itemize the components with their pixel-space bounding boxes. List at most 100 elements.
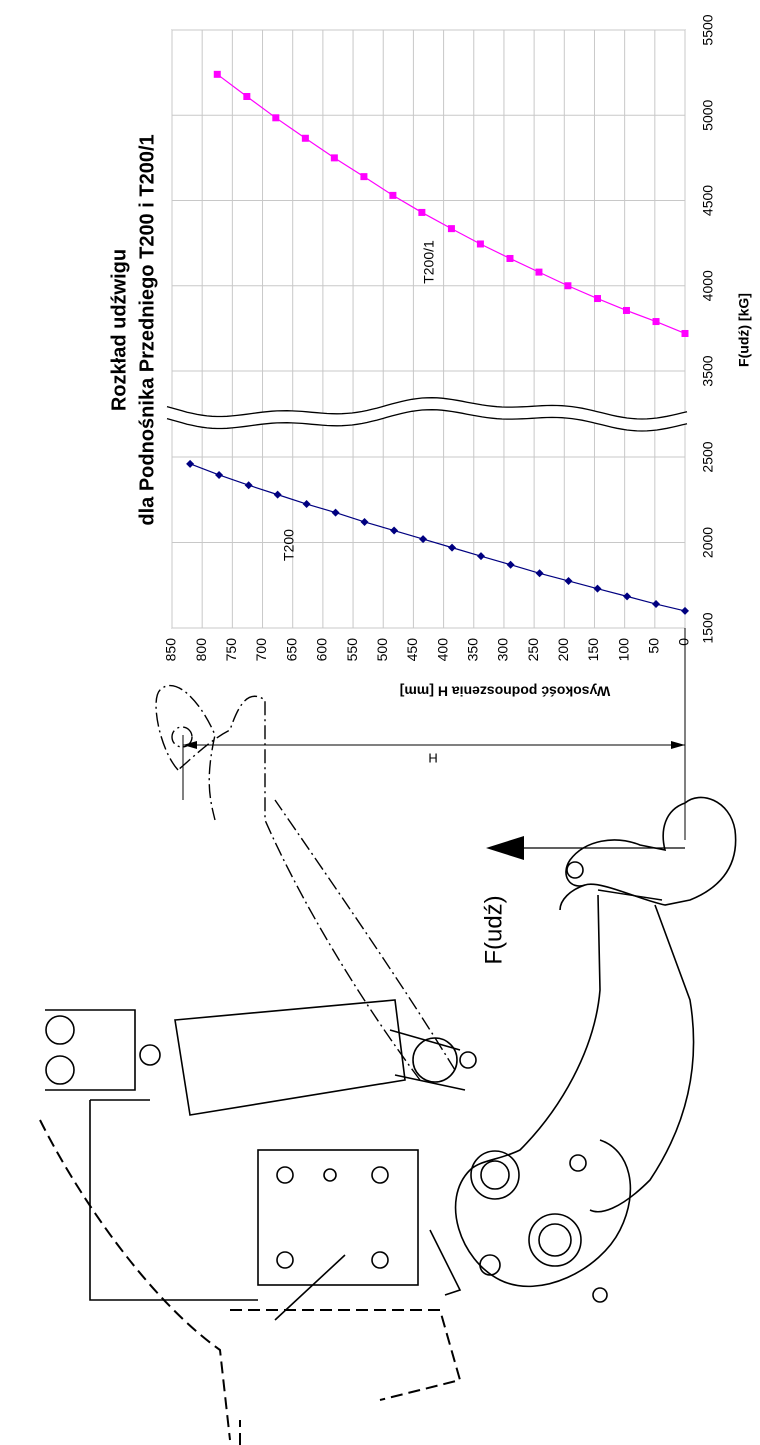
force-label: F(udź) bbox=[480, 895, 507, 964]
x-tick-label: 650 bbox=[283, 638, 299, 662]
spring bbox=[429, 1229, 462, 1296]
x-tick-label: 250 bbox=[525, 638, 541, 662]
axis-break bbox=[166, 409, 688, 432]
x-tick-label: 150 bbox=[585, 638, 601, 662]
marker bbox=[506, 254, 514, 262]
x-axis-title: Wysokość podnoszenia H [mm] bbox=[400, 683, 611, 699]
hole bbox=[371, 1166, 389, 1184]
x-tick-label: 500 bbox=[374, 638, 390, 662]
marker bbox=[390, 526, 399, 535]
marker bbox=[419, 535, 428, 544]
y-axis-title: F(udź) [kG] bbox=[736, 293, 752, 367]
marker bbox=[243, 92, 251, 100]
chart-subtitle: dla Podnośnika Przedniego T200 i T200/1 bbox=[136, 134, 158, 525]
marker bbox=[360, 173, 368, 181]
phantom-hole bbox=[171, 726, 193, 748]
plate bbox=[257, 1149, 419, 1286]
marker bbox=[564, 576, 573, 585]
marker bbox=[448, 543, 457, 552]
mechanical-drawing: H F(udź) bbox=[39, 628, 737, 1445]
x-tick-label: 550 bbox=[344, 638, 360, 662]
x-tick-label: 300 bbox=[495, 638, 511, 662]
hook-inner bbox=[565, 802, 686, 887]
pin bbox=[139, 1044, 161, 1066]
marker bbox=[506, 560, 515, 569]
marker bbox=[418, 208, 426, 216]
cylinder bbox=[174, 999, 406, 1116]
force-arrow bbox=[486, 836, 524, 860]
top-pin bbox=[45, 1055, 75, 1085]
phantom-arm bbox=[177, 695, 421, 1081]
y-tick-label: 1500 bbox=[700, 612, 716, 643]
marker bbox=[535, 569, 544, 578]
bolt bbox=[592, 1287, 608, 1303]
x-tick-label: 850 bbox=[163, 638, 179, 662]
bolt bbox=[479, 1254, 501, 1276]
marker bbox=[622, 306, 630, 314]
x-tick-label: 400 bbox=[434, 638, 450, 662]
marker bbox=[447, 225, 455, 233]
top-bracket bbox=[45, 1009, 136, 1091]
marker bbox=[652, 600, 661, 609]
y-tick-label: 4500 bbox=[700, 185, 716, 216]
top-pin bbox=[45, 1015, 75, 1045]
x-tick-label: 600 bbox=[314, 638, 330, 662]
hook-hole bbox=[566, 861, 584, 879]
x-tick-label: 450 bbox=[404, 638, 420, 662]
marker bbox=[272, 114, 280, 122]
marker bbox=[213, 70, 221, 78]
series-line bbox=[189, 463, 686, 612]
x-tick-label: 750 bbox=[223, 638, 239, 662]
marker bbox=[186, 459, 195, 468]
y-tick-label: 2500 bbox=[700, 441, 716, 472]
dimension-arrow bbox=[183, 741, 197, 749]
marker bbox=[476, 240, 484, 248]
plot-area: 0 50 100 150 200 250 300 350 400 450 500 550 600 650 7… bbox=[108, 14, 751, 699]
x-tick-label: 700 bbox=[253, 638, 269, 662]
frame-dashed bbox=[39, 1119, 462, 1441]
pivot bbox=[528, 1213, 582, 1267]
marker bbox=[331, 508, 340, 517]
dimension-label: H bbox=[428, 751, 437, 766]
plot-frame bbox=[171, 29, 686, 629]
arm-edge bbox=[469, 894, 601, 1171]
marker bbox=[389, 191, 397, 199]
marker bbox=[477, 552, 486, 561]
marker bbox=[535, 268, 543, 276]
marker bbox=[360, 517, 369, 526]
hole bbox=[276, 1166, 294, 1184]
pivot bbox=[480, 1160, 510, 1190]
marker bbox=[681, 329, 689, 337]
arm-edge bbox=[589, 904, 695, 1213]
marker bbox=[330, 154, 338, 162]
bolt bbox=[569, 1154, 587, 1172]
marker bbox=[244, 481, 253, 490]
arm-joint bbox=[597, 889, 663, 901]
hole bbox=[371, 1251, 389, 1269]
hook bbox=[559, 796, 737, 911]
marker bbox=[593, 584, 602, 593]
y-tick-label: 5000 bbox=[700, 99, 716, 130]
phantom-arm bbox=[274, 799, 456, 1071]
y-tick-label: 5500 bbox=[700, 14, 716, 45]
y-tick-label: 4000 bbox=[700, 270, 716, 301]
marker bbox=[593, 295, 601, 303]
dimension-arrow bbox=[671, 741, 685, 749]
pivot bbox=[470, 1150, 520, 1200]
joint bbox=[412, 1037, 458, 1083]
y-tick-label: 3500 bbox=[700, 355, 716, 386]
marker bbox=[564, 282, 572, 290]
marker bbox=[302, 500, 311, 509]
y-tick-label: 2000 bbox=[700, 527, 716, 558]
marker bbox=[301, 134, 309, 142]
marker bbox=[215, 470, 224, 479]
hole bbox=[276, 1251, 294, 1269]
bolt bbox=[459, 1051, 477, 1069]
hole bbox=[323, 1168, 337, 1182]
x-tick-label: 50 bbox=[646, 638, 662, 654]
x-tick-label: 800 bbox=[193, 638, 209, 662]
x-tick-label: 200 bbox=[555, 638, 571, 662]
marker bbox=[623, 592, 632, 601]
pivot bbox=[538, 1223, 572, 1257]
